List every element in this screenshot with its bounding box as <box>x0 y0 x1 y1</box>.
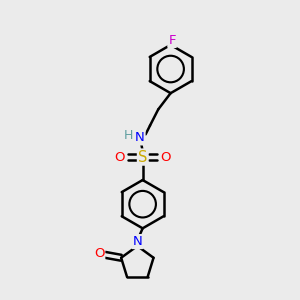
Text: S: S <box>138 150 147 165</box>
Text: O: O <box>115 151 125 164</box>
Text: O: O <box>94 247 104 260</box>
Text: N: N <box>133 235 142 248</box>
Text: F: F <box>168 34 176 47</box>
Text: N: N <box>135 131 145 144</box>
Text: H: H <box>124 129 134 142</box>
Text: O: O <box>160 151 171 164</box>
